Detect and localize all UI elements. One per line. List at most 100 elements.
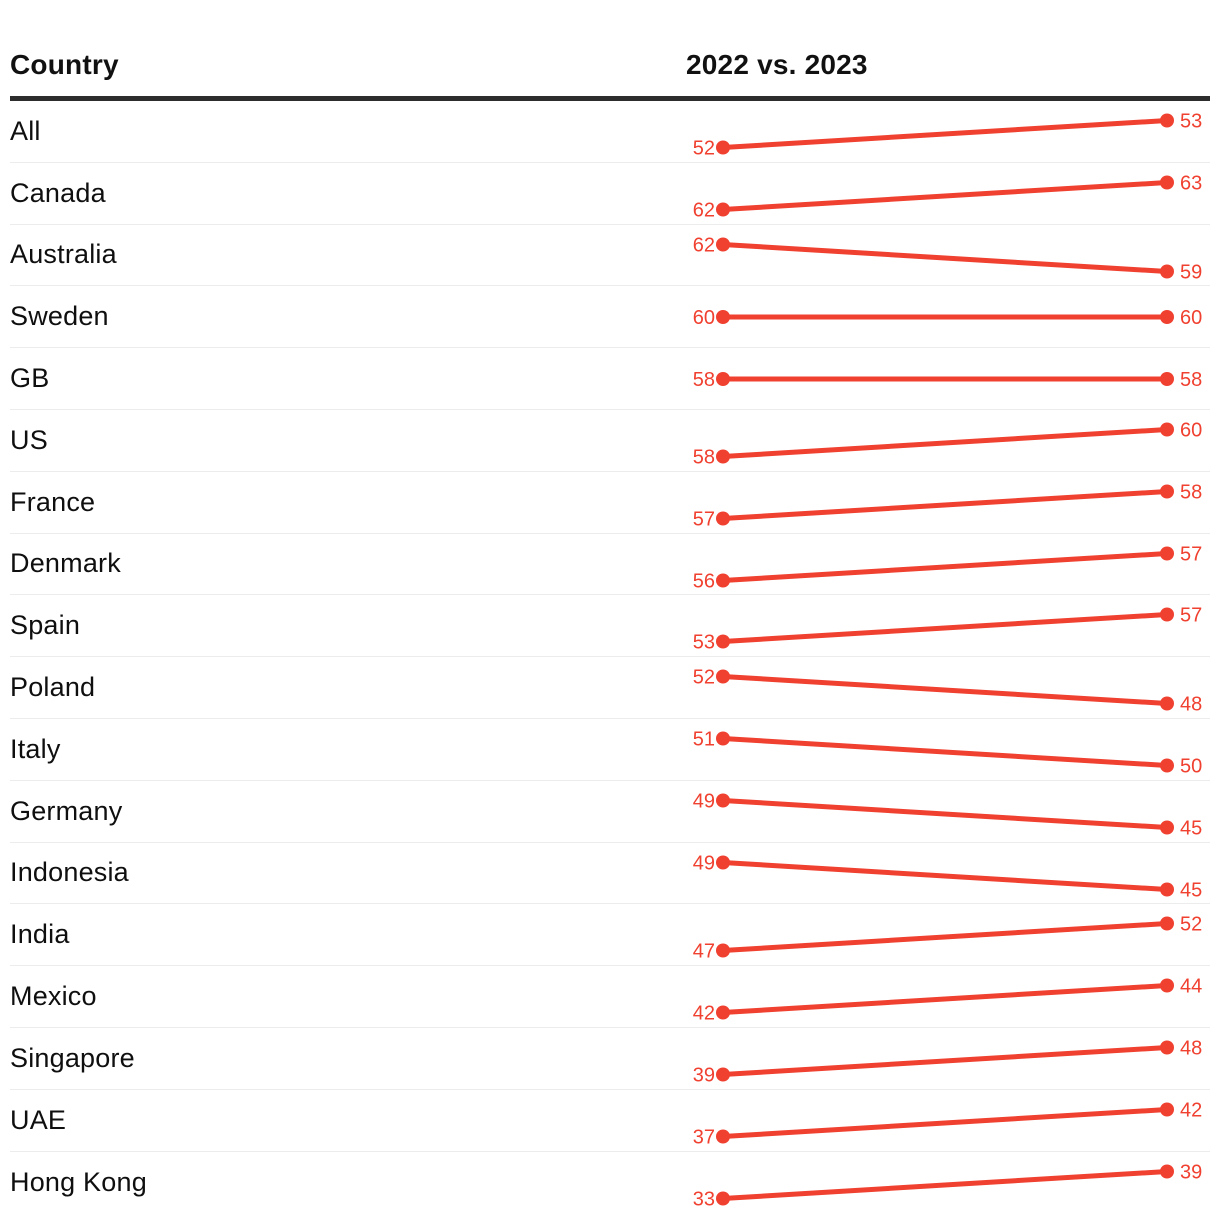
dot-2023 (1160, 310, 1174, 325)
slope-chart: 62 63 (693, 172, 1203, 221)
country-label: All (10, 115, 41, 146)
dot-2023 (1160, 696, 1174, 711)
value-2022: 58 (693, 446, 715, 468)
dot-2023 (1160, 882, 1174, 897)
country-label: Mexico (10, 981, 97, 1012)
slope-line (722, 488, 1168, 521)
table-row: US 58 60 (10, 410, 1210, 472)
country-label: Singapore (10, 1042, 135, 1073)
table-row: Canada 62 63 (10, 163, 1210, 225)
slope-line (722, 1106, 1168, 1139)
dot-2022 (716, 1067, 730, 1082)
value-2023: 45 (1180, 817, 1202, 839)
slope-line (722, 179, 1168, 212)
country-label: Australia (10, 239, 117, 270)
dot-2023 (1160, 372, 1174, 387)
rows: All 52 53 Canada 62 63 Australia 62 59 Sweden 60 60… (10, 101, 1210, 1213)
dot-2022 (716, 573, 730, 588)
table-header: Country 2022 vs. 2023 (10, 0, 1210, 96)
dot-2022 (716, 634, 730, 649)
slope-chart: 49 45 (693, 790, 1203, 839)
country-label: Germany (10, 795, 123, 826)
country-label: UAE (10, 1104, 67, 1135)
value-2022: 49 (693, 790, 715, 812)
dot-2022 (716, 1191, 730, 1206)
slope-line (722, 241, 1168, 274)
slope-line (722, 550, 1168, 583)
country-label: GB (10, 363, 50, 394)
value-2023: 57 (1180, 543, 1202, 565)
table-row: Italy 51 50 (10, 719, 1210, 781)
slope-line (722, 118, 1168, 150)
table-row: UAE 37 42 (10, 1090, 1210, 1152)
slope-chart: 52 53 (693, 111, 1203, 160)
table-row: India 47 52 (10, 904, 1210, 967)
slope-chart: 33 39 (693, 1161, 1203, 1210)
slope-line (722, 921, 1168, 954)
slope-chart: 52 48 (693, 667, 1203, 716)
dot-2023 (1160, 1040, 1174, 1055)
table-row: GB 58 58 (10, 348, 1210, 410)
slope-chart: 47 52 (693, 914, 1203, 963)
country-label: Italy (10, 733, 61, 764)
value-2022: 52 (693, 667, 715, 689)
value-2023: 60 (1180, 307, 1202, 329)
table-row: All 52 53 (10, 101, 1210, 163)
value-2022: 39 (693, 1064, 715, 1086)
slope-line (722, 983, 1168, 1016)
slope-line (722, 426, 1168, 459)
value-2023: 60 (1180, 419, 1202, 441)
dot-2022 (716, 855, 730, 870)
slope-chart: 60 60 (693, 307, 1203, 329)
value-2023: 39 (1180, 1161, 1202, 1183)
slope-chart: 37 42 (693, 1099, 1203, 1148)
header-rule (10, 96, 1210, 101)
value-2022: 60 (693, 307, 715, 329)
dot-2022 (716, 140, 730, 155)
country-label: Canada (10, 177, 106, 208)
country-label: India (10, 919, 70, 950)
column-header-country: Country (10, 49, 119, 80)
slope-chart: 42 44 (693, 976, 1203, 1025)
value-2022: 51 (693, 728, 715, 750)
value-2022: 62 (693, 234, 715, 256)
value-2023: 58 (1180, 481, 1202, 503)
table-row: Sweden 60 60 (10, 286, 1210, 349)
slope-line (722, 859, 1168, 892)
value-2022: 62 (693, 199, 715, 221)
dot-2022 (716, 372, 730, 387)
dot-2022 (716, 449, 730, 464)
dot-2023 (1160, 607, 1174, 622)
value-2022: 56 (693, 570, 715, 592)
value-2022: 42 (693, 1003, 715, 1025)
value-2022: 52 (693, 138, 715, 160)
slope-chart: 56 57 (693, 543, 1203, 592)
value-2023: 52 (1180, 914, 1202, 936)
value-2022: 57 (693, 508, 715, 530)
value-2022: 33 (693, 1188, 715, 1210)
table-row: Spain 53 57 (10, 595, 1210, 658)
dot-2022 (716, 237, 730, 252)
dot-2022 (716, 511, 730, 526)
dot-2022 (716, 202, 730, 217)
slope-line (722, 612, 1168, 645)
slope-chart: 53 57 (693, 605, 1203, 654)
dot-2022 (716, 731, 730, 746)
table-row: Indonesia 49 45 (10, 843, 1210, 905)
table-row: Australia 62 59 (10, 225, 1210, 287)
value-2022: 47 (693, 941, 715, 963)
table-row: Poland 52 48 (10, 657, 1210, 719)
dot-2022 (716, 669, 730, 684)
country-label: Denmark (10, 548, 121, 579)
value-2023: 45 (1180, 879, 1202, 901)
value-2023: 57 (1180, 605, 1202, 627)
table-row: Hong Kong 33 39 (10, 1152, 1210, 1214)
dot-2023 (1160, 175, 1174, 190)
table-row: Germany 49 45 (10, 781, 1210, 843)
table-row: France 57 58 (10, 472, 1210, 534)
dot-2023 (1160, 820, 1174, 835)
value-2023: 48 (1180, 694, 1202, 716)
slope-chart: 51 50 (693, 728, 1203, 777)
value-2023: 53 (1180, 111, 1202, 133)
value-2022: 37 (693, 1126, 715, 1148)
